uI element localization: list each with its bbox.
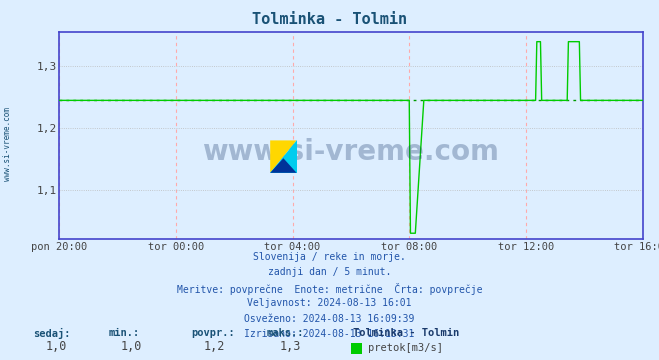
Text: sedaj:: sedaj:	[33, 328, 71, 338]
Text: 1,0: 1,0	[45, 340, 67, 353]
Polygon shape	[270, 140, 297, 173]
Text: pretok[m3/s]: pretok[m3/s]	[368, 343, 443, 353]
Text: Osveženo: 2024-08-13 16:09:39: Osveženo: 2024-08-13 16:09:39	[244, 314, 415, 324]
Text: min.:: min.:	[109, 328, 140, 338]
Text: Izrisano: 2024-08-13 16:13:31: Izrisano: 2024-08-13 16:13:31	[244, 329, 415, 339]
Text: Tolminka - Tolmin: Tolminka - Tolmin	[353, 328, 459, 338]
Text: www.si-vreme.com: www.si-vreme.com	[3, 107, 13, 181]
Text: Tolminka - Tolmin: Tolminka - Tolmin	[252, 12, 407, 27]
Text: 1,3: 1,3	[279, 340, 301, 353]
Text: povpr.:: povpr.:	[191, 328, 235, 338]
Polygon shape	[270, 140, 297, 173]
Text: www.si-vreme.com: www.si-vreme.com	[202, 139, 500, 166]
Text: Slovenija / reke in morje.: Slovenija / reke in morje.	[253, 252, 406, 262]
Text: zadnji dan / 5 minut.: zadnji dan / 5 minut.	[268, 267, 391, 278]
Text: 1,2: 1,2	[204, 340, 225, 353]
Text: 1,0: 1,0	[121, 340, 142, 353]
Text: maks.:: maks.:	[267, 328, 304, 338]
Text: Meritve: povprečne  Enote: metrične  Črta: povprečje: Meritve: povprečne Enote: metrične Črta:…	[177, 283, 482, 295]
Text: Veljavnost: 2024-08-13 16:01: Veljavnost: 2024-08-13 16:01	[247, 298, 412, 309]
Polygon shape	[270, 158, 297, 173]
